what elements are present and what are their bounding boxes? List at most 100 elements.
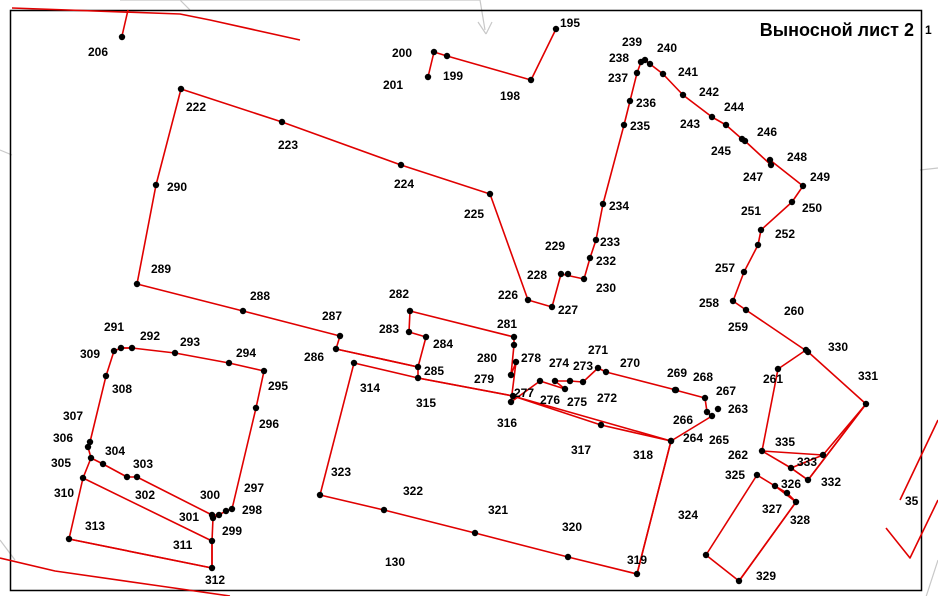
point-label-242: 242 bbox=[699, 85, 719, 99]
point-label-279: 279 bbox=[474, 372, 494, 386]
boundary-segment-261-262 bbox=[761, 368, 779, 452]
point-label-200: 200 bbox=[392, 46, 412, 60]
point-307 bbox=[86, 438, 94, 446]
point-287 bbox=[336, 332, 344, 340]
point-324 bbox=[702, 551, 710, 559]
point-label-260: 260 bbox=[784, 304, 804, 318]
point-label-258: 258 bbox=[699, 296, 719, 310]
point-label-285: 285 bbox=[424, 364, 444, 378]
point-285 bbox=[414, 363, 422, 371]
point-label-265: 265 bbox=[709, 433, 729, 447]
point-225 bbox=[486, 190, 494, 198]
point-label-262: 262 bbox=[728, 448, 748, 462]
point-label-300: 300 bbox=[200, 488, 220, 502]
point-label-296: 296 bbox=[259, 417, 279, 431]
boundary-bottom-edge bbox=[0, 557, 231, 596]
point-label-314: 314 bbox=[360, 381, 380, 395]
boundary-segment-305-310 bbox=[82, 457, 92, 479]
point-258 bbox=[729, 297, 737, 305]
point-199 bbox=[443, 52, 451, 60]
point-333 bbox=[787, 464, 795, 472]
sheet-title: Выносной лист 2 bbox=[759, 20, 914, 40]
point-label-238: 238 bbox=[609, 51, 629, 65]
point-label-294: 294 bbox=[236, 346, 256, 360]
point-281 bbox=[510, 333, 518, 341]
point-300 bbox=[215, 511, 223, 519]
point-label-301: 301 bbox=[179, 510, 199, 524]
boundary-segment-333-262 bbox=[761, 450, 792, 469]
point-241 bbox=[659, 70, 667, 78]
point-label-227: 227 bbox=[558, 303, 578, 317]
point-label-251: 251 bbox=[741, 204, 761, 218]
point-263 bbox=[714, 405, 722, 413]
point-252 bbox=[754, 241, 762, 249]
point-284 bbox=[422, 333, 430, 341]
point-330 bbox=[802, 346, 810, 354]
boundary-segment-330-261 bbox=[777, 349, 807, 370]
point-label-290: 290 bbox=[167, 180, 187, 194]
point-label-325: 325 bbox=[725, 468, 745, 482]
point-label-222: 222 bbox=[186, 100, 206, 114]
point-label-302: 302 bbox=[135, 488, 155, 502]
point-label-250: 250 bbox=[802, 201, 822, 215]
point-222 bbox=[177, 85, 185, 93]
points-layer bbox=[65, 25, 870, 585]
point-308 bbox=[102, 372, 110, 380]
point-305 bbox=[87, 454, 95, 462]
point-272 bbox=[579, 378, 587, 386]
point-label-310: 310 bbox=[54, 486, 74, 500]
point-294 bbox=[225, 359, 233, 367]
point-label-284: 284 bbox=[433, 337, 453, 351]
point-269 bbox=[672, 386, 680, 394]
point-290 bbox=[152, 181, 160, 189]
point-310 bbox=[79, 474, 87, 482]
point-label-248: 248 bbox=[787, 150, 807, 164]
point-266 bbox=[703, 408, 711, 416]
point-239 bbox=[641, 56, 649, 64]
point-label-312: 312 bbox=[205, 573, 225, 587]
point-201 bbox=[424, 73, 432, 81]
point-274 bbox=[551, 377, 559, 385]
point-label-228: 228 bbox=[527, 268, 547, 282]
point-261 bbox=[774, 365, 782, 373]
boundary-segment-311-299 bbox=[211, 517, 214, 542]
point-label-318: 318 bbox=[633, 448, 653, 462]
point-223 bbox=[278, 118, 286, 126]
point-label-198: 198 bbox=[500, 89, 520, 103]
point-label-308: 308 bbox=[112, 382, 132, 396]
point-233 bbox=[592, 236, 600, 244]
point-label-246: 246 bbox=[757, 125, 777, 139]
point-249 bbox=[799, 182, 807, 190]
point-293 bbox=[171, 349, 179, 357]
point-label-295: 295 bbox=[268, 379, 288, 393]
point-label-317: 317 bbox=[571, 443, 591, 457]
point-229 bbox=[564, 270, 572, 278]
point-250 bbox=[788, 198, 796, 206]
point-236 bbox=[626, 97, 634, 105]
point-198 bbox=[527, 76, 535, 84]
other-boundaries bbox=[0, 7, 938, 596]
point-286 bbox=[332, 345, 340, 353]
point-316 bbox=[509, 392, 517, 400]
point-label-244: 244 bbox=[724, 100, 744, 114]
point-label-195: 195 bbox=[560, 16, 580, 30]
point-257 bbox=[740, 268, 748, 276]
point-322 bbox=[380, 506, 388, 514]
boundary-segment-329-328 bbox=[738, 501, 797, 582]
point-288 bbox=[239, 307, 247, 315]
point-label-288: 288 bbox=[250, 289, 270, 303]
point-319 bbox=[633, 570, 641, 578]
point-235 bbox=[620, 121, 628, 129]
boundary-segment-323-314 bbox=[319, 362, 355, 496]
point-label-267: 267 bbox=[716, 384, 736, 398]
point-302 bbox=[133, 473, 141, 481]
point-label-261: 261 bbox=[763, 372, 783, 386]
point-label-268: 268 bbox=[693, 370, 713, 384]
point-329 bbox=[735, 577, 743, 585]
point-311 bbox=[208, 537, 216, 545]
point-label-298: 298 bbox=[242, 503, 262, 517]
point-289 bbox=[133, 280, 141, 288]
boundary-segment-332-333 bbox=[790, 467, 809, 481]
point-label-297: 297 bbox=[244, 481, 264, 495]
